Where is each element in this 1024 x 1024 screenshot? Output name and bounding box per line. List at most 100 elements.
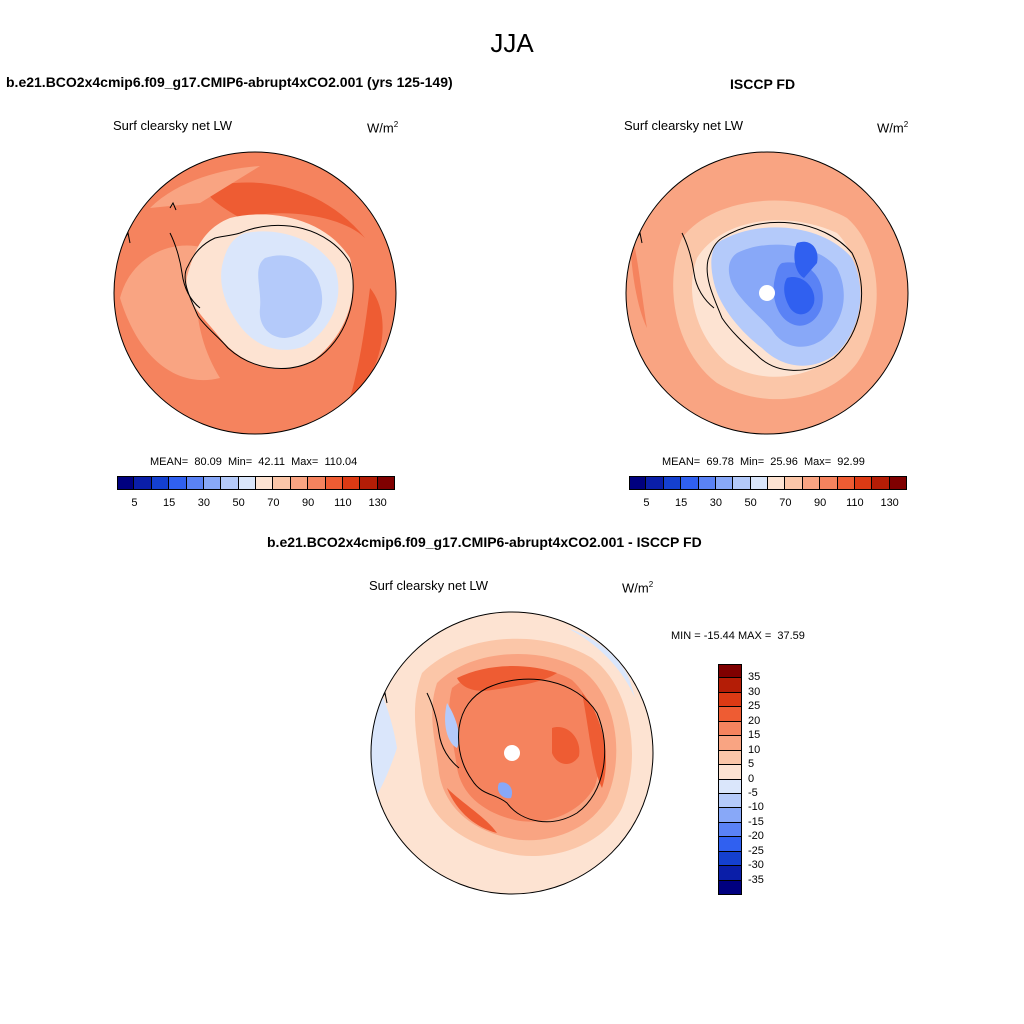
model-colorbar-box: [203, 476, 222, 490]
model-colorbar-box: [169, 476, 187, 490]
diff-colorbar-tick-label: -35: [748, 873, 764, 886]
diff-colorbar-tick-label: -15: [748, 815, 764, 828]
model-colorbar-box: [238, 476, 256, 490]
obs-colorbar-box: [681, 476, 699, 490]
diff-colorbar-box: [718, 808, 742, 823]
variable-label-obs: Surf clearsky net LW: [624, 118, 743, 133]
obs-colorbar-box: [646, 476, 664, 490]
obs-colorbar-tick-label: 110: [846, 497, 864, 509]
obs-colorbar-tick-label: 130: [880, 497, 899, 509]
model-colorbar-box: [186, 476, 204, 490]
obs-colorbar-tick-label: 70: [779, 497, 792, 509]
model-colorbar-tick-label: 50: [232, 497, 245, 509]
diff-colorbar-tick-label: -5: [748, 786, 758, 799]
polar-map-model: [113, 151, 397, 435]
model-colorbar-tick-label: 90: [302, 497, 315, 509]
diff-colorbar-tick-label: 35: [748, 671, 761, 684]
diff-colorbar-tick-label: -10: [748, 801, 764, 814]
model-colorbar-tick-label: 5: [131, 497, 138, 509]
variable-label-diff: Surf clearsky net LW: [369, 578, 488, 593]
obs-colorbar-box: [854, 476, 873, 490]
obs-colorbar-box: [768, 476, 786, 490]
obs-colorbar-tick-label: 90: [814, 497, 827, 509]
colorbar-labels-diff: 35 30 25 20 15 10 5 0 -5 -10 -15 -20 -25 -30 -35: [748, 664, 788, 895]
model-colorbar-tick-label: 70: [267, 497, 280, 509]
diff-colorbar-box: [718, 707, 742, 722]
diff-colorbar-box: [718, 793, 742, 809]
obs-colorbar-box: [820, 476, 838, 490]
polar-map-obs: [625, 151, 909, 435]
diff-colorbar-box: [718, 866, 742, 881]
obs-colorbar-box: [750, 476, 768, 490]
stats-model: MEAN= 80.09 Min= 42.11 Max= 110.04: [150, 456, 358, 468]
model-colorbar-box: [290, 476, 309, 490]
model-colorbar-box: [273, 476, 291, 490]
colorbar-obs: [629, 476, 907, 490]
model-colorbar-box: [221, 476, 239, 490]
diff-colorbar-tick-label: 10: [748, 743, 761, 756]
diff-colorbar-box: [718, 765, 742, 780]
diff-colorbar-box: [718, 851, 742, 867]
diff-colorbar-box: [718, 779, 742, 794]
panel-title-diff: b.e21.BCO2x4cmip6.f09_g17.CMIP6-abrupt4x…: [267, 534, 702, 550]
diff-colorbar-box: [718, 837, 742, 852]
units-label-model: W/m2: [367, 120, 399, 136]
model-colorbar-box: [117, 476, 135, 490]
colorbar-model: [117, 476, 395, 490]
diff-colorbar-box: [718, 664, 742, 679]
obs-colorbar-box: [837, 476, 855, 490]
stats-obs: MEAN= 69.78 Min= 25.96 Max= 92.99: [662, 456, 865, 468]
diff-colorbar-box: [718, 678, 742, 693]
model-colorbar-box: [151, 476, 170, 490]
obs-colorbar-tick-label: 30: [709, 497, 722, 509]
units-label-obs: W/m2: [877, 120, 909, 136]
model-colorbar-tick-label: 110: [334, 497, 352, 509]
diff-colorbar-tick-label: -25: [748, 844, 764, 857]
model-colorbar-box: [256, 476, 274, 490]
model-colorbar-box: [325, 476, 343, 490]
obs-colorbar-box: [802, 476, 821, 490]
diff-colorbar-box: [718, 736, 742, 751]
diff-colorbar-tick-label: 30: [748, 685, 761, 698]
obs-colorbar-tick-label: 15: [675, 497, 688, 509]
model-colorbar-box: [342, 476, 361, 490]
diff-colorbar-tick-label: 5: [748, 758, 755, 771]
colorbar-labels-obs: 5 15 30 50 70 90 110 130: [629, 497, 907, 511]
model-colorbar-tick-label: 15: [163, 497, 176, 509]
obs-colorbar-box: [629, 476, 647, 490]
obs-colorbar-box: [733, 476, 751, 490]
diff-colorbar-box: [718, 822, 742, 838]
diff-colorbar-box: [718, 880, 742, 895]
minmax-diff: MIN = -15.44 MAX = 37.59: [671, 630, 805, 642]
diff-colorbar-box: [718, 692, 742, 708]
obs-colorbar-box: [698, 476, 716, 490]
diff-colorbar-tick-label: -30: [748, 859, 764, 872]
obs-colorbar-box: [715, 476, 734, 490]
diff-colorbar-box: [718, 750, 742, 766]
obs-colorbar-box: [785, 476, 803, 490]
diff-colorbar-tick-label: 20: [748, 714, 761, 727]
diff-colorbar-tick-label: 25: [748, 700, 761, 713]
polar-map-diff: [370, 611, 654, 895]
diff-colorbar-tick-label: 15: [748, 729, 761, 742]
colorbar-labels-model: 5 15 30 50 70 90 110 130: [117, 497, 395, 511]
obs-colorbar-box: [872, 476, 890, 490]
model-colorbar-tick-label: 30: [197, 497, 210, 509]
units-label-diff: W/m2: [622, 580, 654, 596]
colorbar-diff: [718, 664, 742, 895]
model-colorbar-tick-label: 130: [368, 497, 387, 509]
obs-colorbar-tick-label: 50: [744, 497, 757, 509]
panel-title-obs: ISCCP FD: [730, 76, 796, 92]
model-colorbar-box: [377, 476, 395, 490]
variable-label-model: Surf clearsky net LW: [113, 118, 232, 133]
diff-colorbar-tick-label: 0: [748, 772, 755, 785]
diff-colorbar-box: [718, 721, 742, 737]
panel-title-model: b.e21.BCO2x4cmip6.f09_g17.CMIP6-abrupt4x…: [6, 74, 453, 90]
obs-colorbar-box: [889, 476, 907, 490]
season-title: JJA: [490, 28, 534, 58]
obs-colorbar-tick-label: 5: [643, 497, 650, 509]
diff-colorbar-tick-label: -20: [748, 830, 764, 843]
model-colorbar-box: [134, 476, 152, 490]
obs-colorbar-box: [663, 476, 682, 490]
model-colorbar-box: [360, 476, 378, 490]
